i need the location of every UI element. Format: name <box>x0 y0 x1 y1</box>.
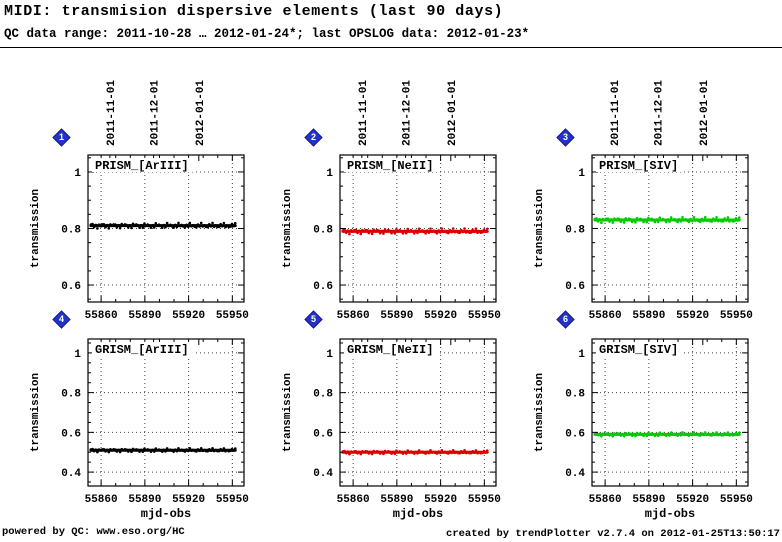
svg-text:1: 1 <box>578 349 585 361</box>
chart-panel-prism-ariii: 55860 55890 55920 55950 0.6 0.8 1 PRISM_[ArIII]… <box>30 154 249 322</box>
svg-text:0.4: 0.4 <box>313 468 333 480</box>
svg-text:0.8: 0.8 <box>313 225 333 237</box>
chart-panel-grism-neii: 55860 55890 55920 55950 0.4 0.6 0.8 1 GRISM_[NeI… <box>282 338 501 521</box>
svg-text:2011-12-01: 2011-12-01 <box>654 80 666 146</box>
svg-text:55860: 55860 <box>337 310 370 322</box>
svg-text:transmission: transmission <box>534 189 546 268</box>
svg-text:55920: 55920 <box>424 494 457 506</box>
svg-text:55950: 55950 <box>468 494 501 506</box>
svg-text:55860: 55860 <box>589 494 622 506</box>
svg-text:PRISM_[SIV]: PRISM_[SIV] <box>599 159 678 173</box>
svg-text:transmission: transmission <box>282 373 294 452</box>
svg-text:1: 1 <box>74 349 81 361</box>
svg-text:55950: 55950 <box>720 310 753 322</box>
svg-text:0.4: 0.4 <box>61 468 81 480</box>
panel-link-label: 3 <box>562 131 569 142</box>
svg-text:0.6: 0.6 <box>61 428 81 440</box>
svg-text:transmission: transmission <box>282 189 294 268</box>
svg-text:2011-11-01: 2011-11-01 <box>106 80 118 146</box>
svg-text:0.8: 0.8 <box>61 389 81 401</box>
svg-text:55950: 55950 <box>216 494 249 506</box>
svg-text:2011-11-01: 2011-11-01 <box>610 80 622 146</box>
svg-text:55920: 55920 <box>172 310 205 322</box>
chart-panel-grism-ariii: 55860 55890 55920 55950 0.4 0.6 0.8 1 GRISM_[ArI… <box>30 338 249 521</box>
svg-text:0.8: 0.8 <box>565 225 585 237</box>
svg-text:transmission: transmission <box>30 373 42 452</box>
svg-text:mjd-obs: mjd-obs <box>393 507 443 521</box>
svg-text:55890: 55890 <box>632 494 665 506</box>
svg-text:2011-12-01: 2011-12-01 <box>150 80 162 146</box>
footer-created-by: created by trendPlotter v2.7.4 on 2012-0… <box>446 528 780 540</box>
date-axis-col-2: 2011-11-01 2011-12-01 2012-01-01 <box>358 80 459 146</box>
svg-text:PRISM_[ArIII]: PRISM_[ArIII] <box>95 159 189 173</box>
panel-link-label: 2 <box>310 131 317 142</box>
svg-text:55920: 55920 <box>676 494 709 506</box>
svg-text:55890: 55890 <box>632 310 665 322</box>
header-divider <box>0 47 782 48</box>
date-axis-col-3: 2011-11-01 2011-12-01 2012-01-01 <box>610 80 711 146</box>
svg-text:1: 1 <box>74 168 81 180</box>
svg-text:55920: 55920 <box>676 310 709 322</box>
svg-text:2012-01-01: 2012-01-01 <box>195 80 207 146</box>
svg-text:55860: 55860 <box>589 310 622 322</box>
svg-text:2011-12-01: 2011-12-01 <box>402 80 414 146</box>
svg-text:0.6: 0.6 <box>565 428 585 440</box>
panel-link-label: 1 <box>58 131 65 142</box>
svg-text:55860: 55860 <box>85 494 118 506</box>
svg-text:55890: 55890 <box>380 310 413 322</box>
svg-text:0.6: 0.6 <box>61 281 81 293</box>
chart-panel-prism-neii: 55860 55890 55920 55950 0.6 0.8 1 PRISM_[NeII]t… <box>282 154 501 322</box>
chart-panel-grism-siv: 55860 55890 55920 55950 0.4 0.6 0.8 1 GRISM_[SIV… <box>534 338 753 521</box>
svg-text:transmission: transmission <box>30 189 42 268</box>
page-subtitle: QC data range: 2011-10-28 … 2012-01-24*;… <box>4 27 530 41</box>
svg-text:mjd-obs: mjd-obs <box>645 507 695 521</box>
svg-text:transmission: transmission <box>534 373 546 452</box>
svg-text:55920: 55920 <box>424 310 457 322</box>
svg-text:1: 1 <box>326 349 333 361</box>
svg-text:55950: 55950 <box>468 310 501 322</box>
svg-text:55890: 55890 <box>128 494 161 506</box>
svg-text:55920: 55920 <box>172 494 205 506</box>
svg-text:2012-01-01: 2012-01-01 <box>447 80 459 146</box>
date-axis-col-1: 2011-11-01 2011-12-01 2012-01-01 <box>106 80 207 146</box>
svg-text:55890: 55890 <box>380 494 413 506</box>
svg-text:GRISM_[ArIII]: GRISM_[ArIII] <box>95 343 189 357</box>
svg-text:0.8: 0.8 <box>565 389 585 401</box>
svg-text:0.8: 0.8 <box>61 225 81 237</box>
svg-text:2012-01-01: 2012-01-01 <box>699 80 711 146</box>
svg-text:55860: 55860 <box>85 310 118 322</box>
svg-text:GRISM_[SIV]: GRISM_[SIV] <box>599 343 678 357</box>
svg-text:55890: 55890 <box>128 310 161 322</box>
page-title: MIDI: transmision dispersive elements (l… <box>4 3 504 20</box>
svg-text:55950: 55950 <box>216 310 249 322</box>
chart-panel-prism-siv: 55860 55890 55920 55950 0.6 0.8 1 PRISM_[SIV]tr… <box>534 154 753 322</box>
footer-powered-by: powered by QC: www.eso.org/HC <box>2 526 185 538</box>
svg-text:0.6: 0.6 <box>313 281 333 293</box>
svg-text:PRISM_[NeII]: PRISM_[NeII] <box>347 159 433 173</box>
svg-text:0.8: 0.8 <box>313 389 333 401</box>
svg-text:2011-11-01: 2011-11-01 <box>358 80 370 146</box>
svg-text:0.6: 0.6 <box>313 428 333 440</box>
svg-text:mjd-obs: mjd-obs <box>141 507 191 521</box>
svg-text:55950: 55950 <box>720 494 753 506</box>
svg-text:GRISM_[NeII]: GRISM_[NeII] <box>347 343 433 357</box>
svg-text:1: 1 <box>578 168 585 180</box>
svg-text:0.4: 0.4 <box>565 468 585 480</box>
svg-text:1: 1 <box>326 168 333 180</box>
svg-text:0.6: 0.6 <box>565 281 585 293</box>
svg-text:55860: 55860 <box>337 494 370 506</box>
